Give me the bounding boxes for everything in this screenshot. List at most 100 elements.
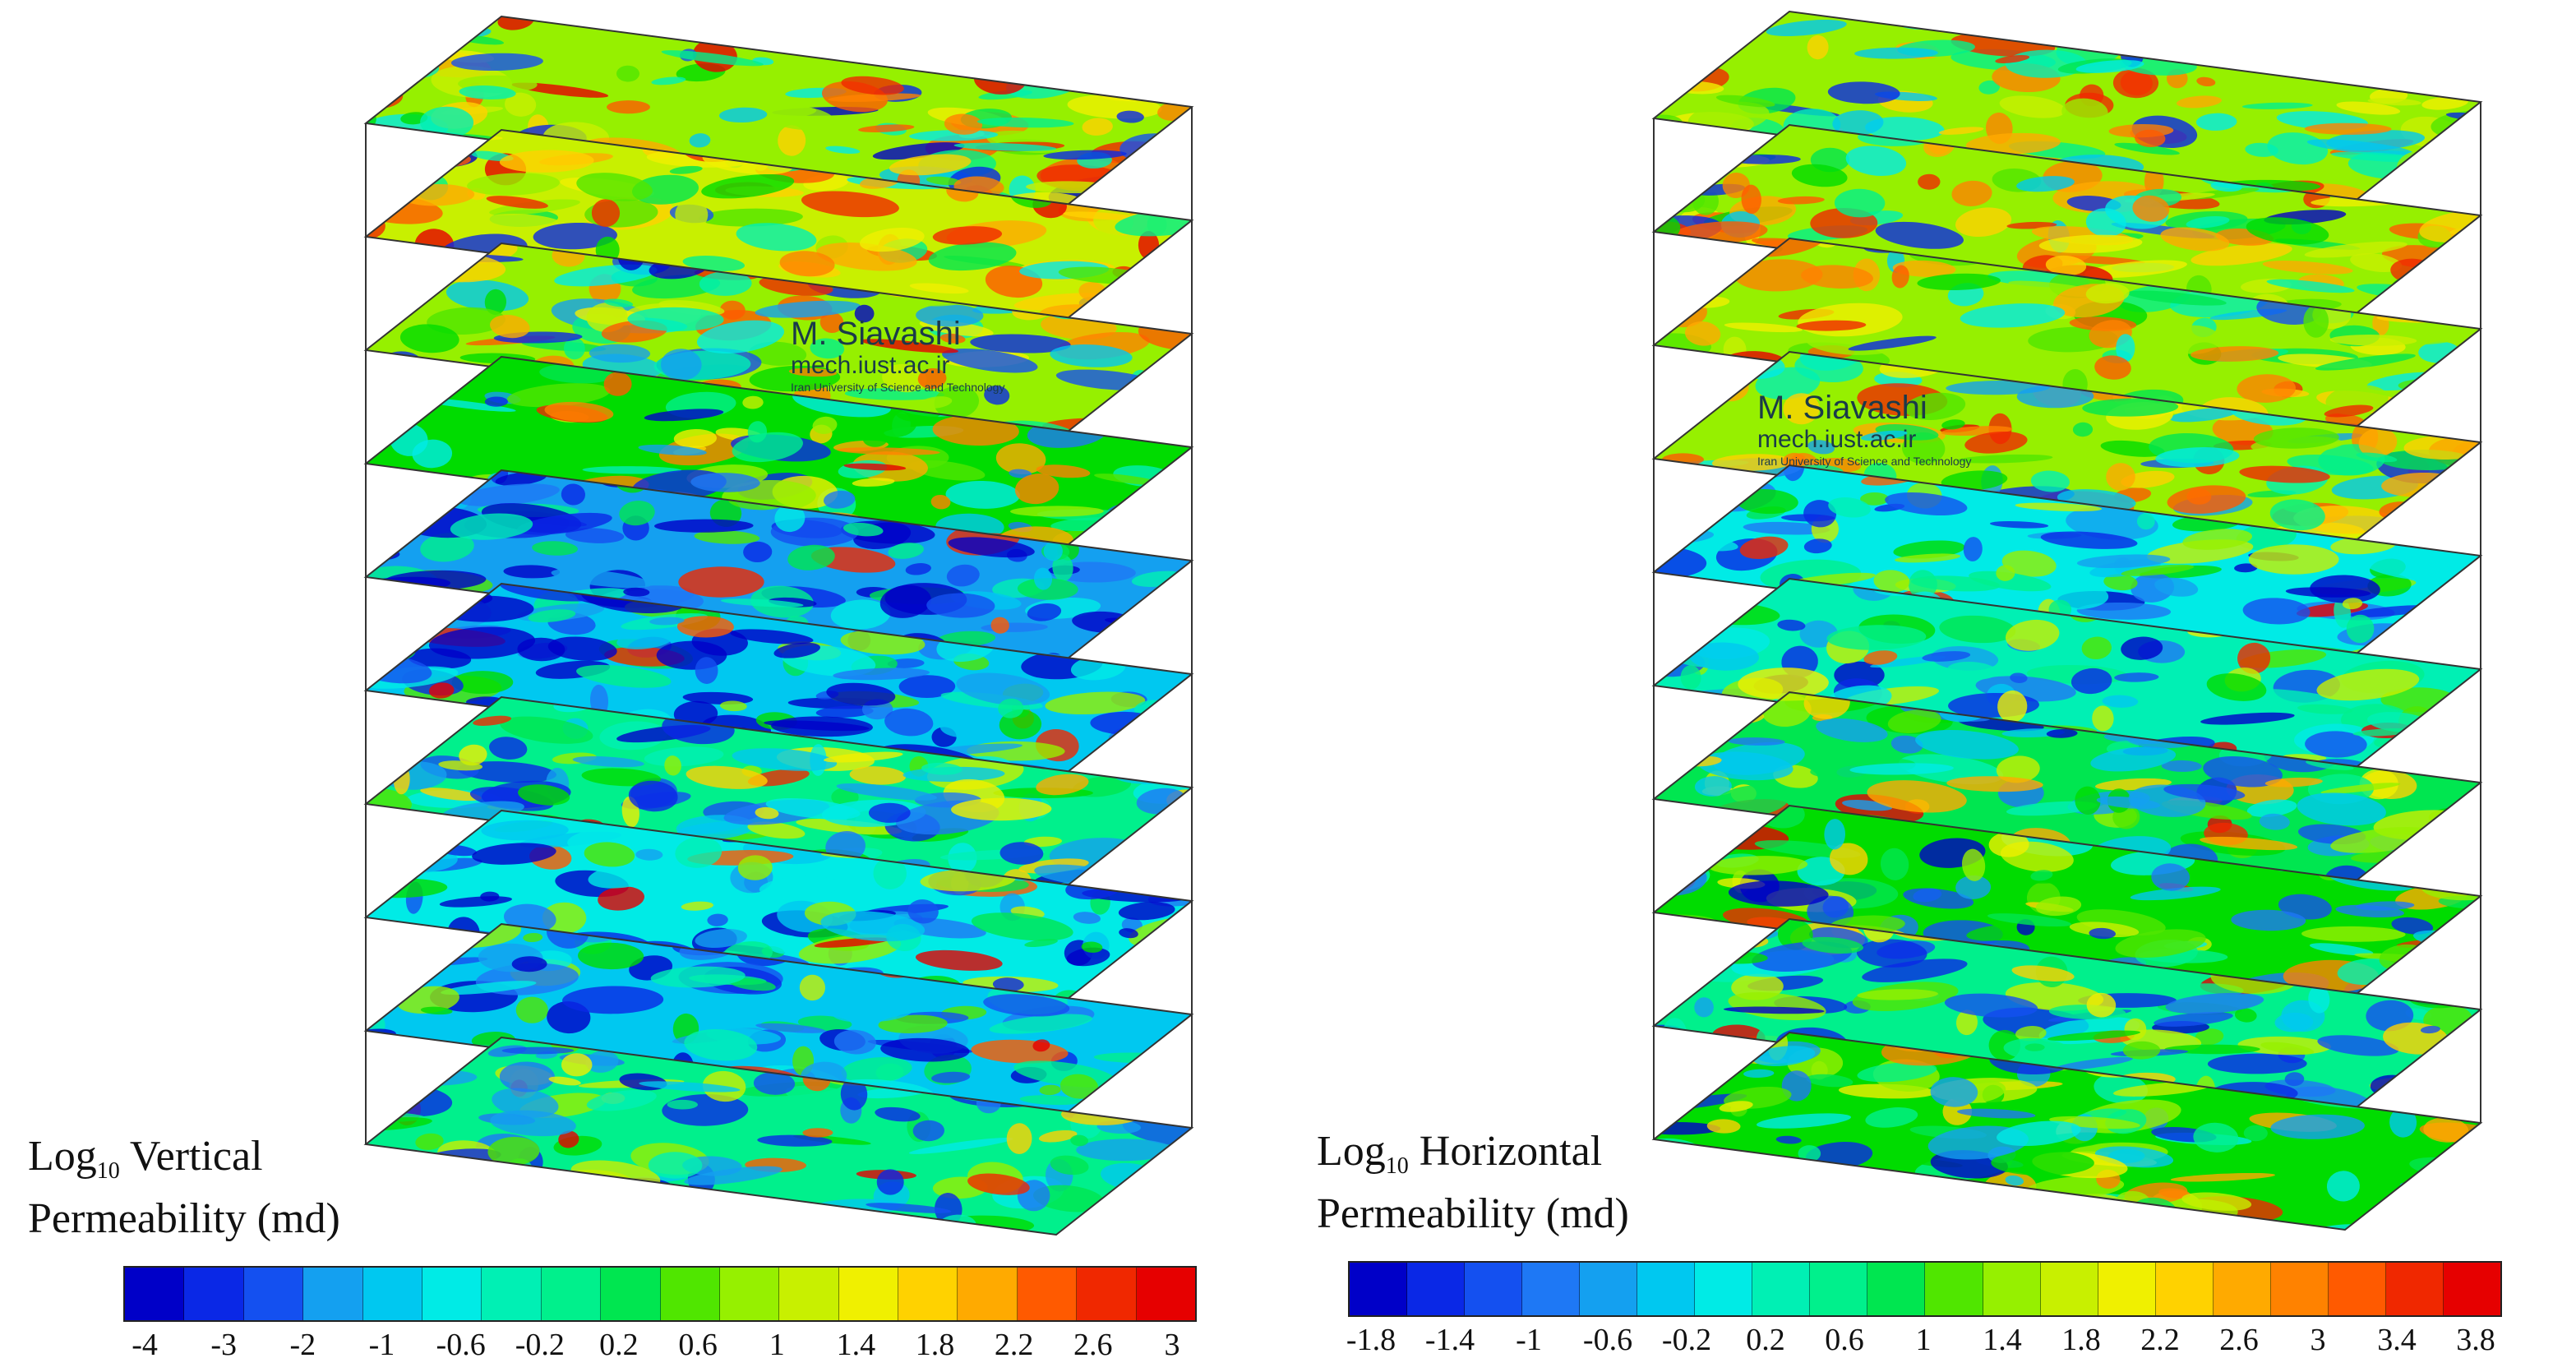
permeability-patch [2440,927,2481,954]
watermark-institution: Iran University of Science and Technolog… [791,381,1005,394]
permeability-patch [1996,565,2015,581]
permeability-patch [2405,284,2465,303]
permeability-patch [2407,835,2481,844]
permeability-patch [1828,497,1871,518]
permeability-patch [884,708,934,737]
permeability-patch [2234,563,2258,573]
permeability-patch [366,144,422,169]
permeability-patch [366,398,418,407]
permeability-patch [420,533,474,562]
permeability-patch [948,537,1035,558]
permeability-patch [2246,799,2297,817]
permeability-patch [1867,780,1967,813]
permeability-patch [1654,610,1687,631]
permeability-patch [915,949,1003,971]
colorbar-cell [1925,1263,1983,1315]
permeability-patch [2287,21,2377,42]
permeability-patch [908,1137,1013,1154]
permeability-patch [1654,392,1704,422]
permeability-patch [990,617,1009,634]
vertical-colorbar-ticks: -4 -3 -2 -1 -0.6 -0.2 0.2 0.6 1 1.4 1.8 2.2 2.6 3 [123,1327,1193,1368]
permeability-patch [1076,1139,1173,1162]
permeability-patch [433,595,534,622]
permeability-patch [2035,896,2082,917]
permeability-patch [1939,615,2016,644]
permeability-patch [2356,452,2398,463]
permeability-patch [2442,738,2460,755]
permeability-patch [500,716,593,744]
permeability-patch [888,543,924,559]
permeability-patch [1123,1116,1192,1148]
permeability-patch [2425,609,2459,629]
permeability-patch [720,700,747,712]
permeability-patch [2113,1081,2212,1097]
colorbar-tick-label: 1.4 [1983,1323,2022,1357]
permeability-patch [366,832,447,857]
permeability-patch [967,1173,1030,1195]
colorbar-cell [1522,1263,1581,1315]
colorbar-cell [2040,1263,2098,1315]
permeability-patch [2006,801,2098,816]
permeability-patch [386,502,430,532]
permeability-patch [1666,811,1707,825]
permeability-patch [1032,1039,1050,1052]
permeability-patch [1903,888,1974,909]
permeability-patch [1775,1135,1802,1144]
permeability-patch [1756,1113,1852,1129]
permeability-patch [1043,150,1127,160]
permeability-patch [695,657,718,684]
permeability-patch [2445,1087,2481,1097]
permeability-patch [1983,1195,2089,1220]
permeability-patch [1829,843,1868,875]
permeability-patch [366,588,395,605]
permeability-patch [2426,390,2481,409]
permeability-patch [833,668,930,681]
permeability-patch [2358,427,2398,458]
permeability-patch [1120,416,1152,440]
permeability-patch [2040,531,2138,549]
permeability-patch [743,541,773,563]
colorbar-cell [2385,1263,2444,1315]
permeability-patch [1115,183,1192,206]
permeability-patch [1665,407,1704,418]
colorbar-cell [1017,1268,1078,1320]
colorbar-tick-label: 0.2 [599,1328,639,1362]
permeability-patch [1960,303,2066,328]
permeability-patch [586,1195,676,1212]
permeability-patch [2116,334,2135,363]
permeability-patch [729,977,776,991]
permeability-patch [371,743,400,755]
permeability-patch [1728,880,1829,907]
permeability-patch [2324,404,2374,418]
colorbar-cell [1695,1263,1753,1315]
permeability-patch [1138,598,1172,629]
permeability-patch [2420,524,2471,541]
permeability-patch [1995,55,2030,63]
permeability-patch [2440,701,2481,712]
permeability-patch [654,519,754,533]
permeability-patch [2112,67,2159,99]
permeability-patch [984,386,1010,405]
permeability-patch [1024,939,1058,948]
permeability-patch [1654,284,1714,298]
colorbar-cell [898,1268,958,1320]
permeability-patch [423,1199,507,1218]
permeability-patch [1917,273,2001,291]
permeability-patch [2121,636,2163,660]
permeability-patch [1654,914,1718,934]
permeability-patch [366,968,420,999]
permeability-patch [1891,265,1909,289]
permeability-patch [2264,777,2323,788]
permeability-patch [607,100,650,114]
permeability-patch [588,864,656,889]
permeability-patch [1680,665,1701,690]
permeability-patch [759,875,841,898]
permeability-patch [366,960,390,971]
permeability-patch [2098,12,2157,26]
permeability-patch [1141,279,1192,299]
permeability-patch [2206,673,2267,701]
permeability-patch [930,494,951,510]
permeability-patch [2207,1053,2307,1074]
permeability-patch [1146,427,1192,440]
permeability-patch [2440,1058,2481,1073]
